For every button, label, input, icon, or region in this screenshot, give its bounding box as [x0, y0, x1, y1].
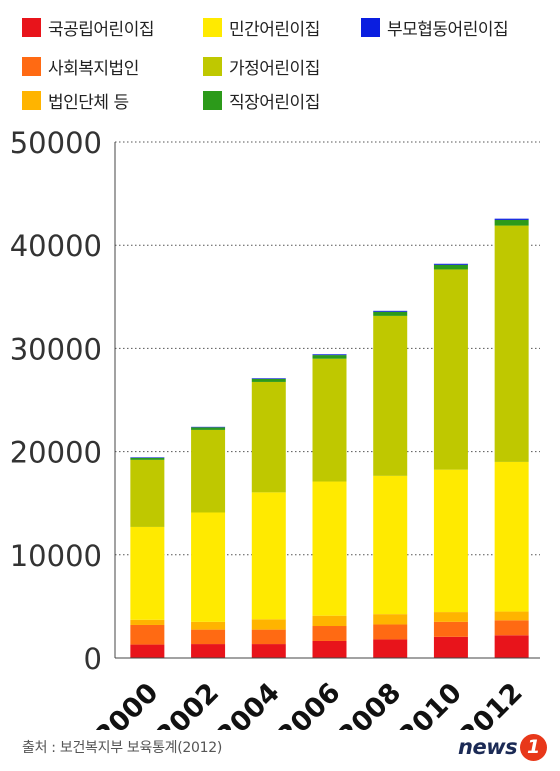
legend-item-home: 가정어린이집 [203, 55, 320, 79]
bar-segment [251, 492, 286, 620]
bar-segment [312, 354, 347, 356]
news1-logo: news 1 [458, 729, 548, 765]
bar-segment [312, 615, 347, 627]
bar-segment [312, 358, 347, 482]
legend-item-corporate: 법인단체 등 [22, 89, 129, 113]
x-tick-label: 2006 [272, 677, 347, 730]
y-tick-label: 40000 [10, 229, 102, 263]
bar-segment [251, 381, 286, 493]
bar-segment [251, 619, 286, 630]
legend-item-national: 국공립어린이집 [22, 16, 154, 40]
x-tick-label: 2012 [454, 677, 529, 730]
bar-segment [373, 475, 408, 615]
bar-segment [312, 640, 347, 658]
legend-swatch-home [203, 56, 222, 76]
bar-segment [130, 526, 165, 620]
y-tick-label: 30000 [10, 332, 102, 366]
legend-label-private: 민간어린이집 [229, 19, 320, 40]
legend-label-parent-coop: 부모협동어린이집 [387, 19, 509, 40]
bar-segment [130, 457, 165, 458]
bar-segment [494, 635, 529, 658]
bar-segment [251, 629, 286, 645]
bar-segment [433, 612, 468, 622]
bar-segment [433, 263, 468, 265]
legend-item-workplace: 직장어린이집 [203, 89, 320, 113]
bar-segment [191, 621, 226, 630]
y-tick-label: 0 [84, 642, 102, 676]
bar-segment [312, 626, 347, 641]
bar-segment [130, 624, 165, 645]
bar-segment [191, 429, 226, 513]
bar-segment [433, 469, 468, 613]
bar-segment [312, 355, 347, 359]
bar-segment [130, 459, 165, 527]
x-tick-label: 2008 [332, 677, 407, 730]
bar-segment [373, 315, 408, 476]
bar-segment [433, 636, 468, 658]
bar-segment [373, 311, 408, 316]
logo-text: news [458, 735, 518, 759]
bar-segment [191, 427, 226, 430]
bar-segment [494, 218, 529, 220]
legend-item-social-welfare: 사회복지법인 [22, 55, 139, 79]
x-tick-label: 2004 [211, 677, 286, 730]
legend-swatch-corporate [22, 90, 41, 110]
bar-segment [494, 461, 529, 612]
bar-segment [494, 225, 529, 462]
legend-swatch-workplace [203, 90, 222, 110]
bar-segment [251, 378, 286, 379]
x-tick-label: 2002 [150, 677, 225, 730]
bar-segment [433, 264, 468, 270]
legend-swatch-parent-coop [361, 17, 380, 37]
x-tick-label: 2000 [89, 677, 164, 730]
bar-segment [191, 512, 226, 622]
logo-badge: 1 [520, 733, 548, 761]
legend-item-private: 민간어린이집 [203, 16, 320, 40]
legend-swatch-national [22, 17, 41, 37]
legend: 국공립어린이집 사회복지법인 법인단체 등 민간어린이집 가정어린이집 직장어린… [0, 0, 560, 120]
stacked-bar-chart: 0100002000030000400005000020002002200420… [10, 126, 540, 730]
bar-segment [191, 426, 226, 428]
bar-segment [251, 378, 286, 382]
legend-swatch-private [203, 17, 222, 37]
y-tick-label: 10000 [10, 539, 102, 573]
legend-label-corporate: 법인단체 등 [48, 92, 129, 113]
bar-segment [373, 614, 408, 625]
bar-segment [373, 310, 408, 312]
y-tick-label: 20000 [10, 436, 102, 470]
bar-segment [130, 457, 165, 460]
bar-segment [433, 621, 468, 637]
bar-segment [191, 644, 226, 658]
bar-segment [494, 611, 529, 621]
y-tick-label: 50000 [10, 126, 102, 160]
legend-label-national: 국공립어린이집 [48, 19, 154, 40]
bar-segment [494, 219, 529, 226]
x-tick-label: 2010 [393, 677, 468, 730]
source-note: 출처 : 보건복지부 보육통계(2012) [22, 740, 222, 756]
bar-segment [494, 620, 529, 636]
legend-swatch-social-welfare [22, 56, 41, 76]
bar-segment [373, 639, 408, 658]
legend-label-social-welfare: 사회복지법인 [48, 58, 139, 79]
bar-segment [130, 619, 165, 625]
bar-segment [433, 269, 468, 470]
legend-item-parent-coop: 부모협동어린이집 [361, 16, 509, 40]
bar-segment [373, 624, 408, 640]
bar-segment [130, 644, 165, 658]
legend-label-home: 가정어린이집 [229, 58, 320, 79]
legend-label-workplace: 직장어린이집 [229, 92, 320, 113]
bar-segment [312, 481, 347, 616]
bar-segment [191, 629, 226, 645]
bar-segment [251, 644, 286, 658]
